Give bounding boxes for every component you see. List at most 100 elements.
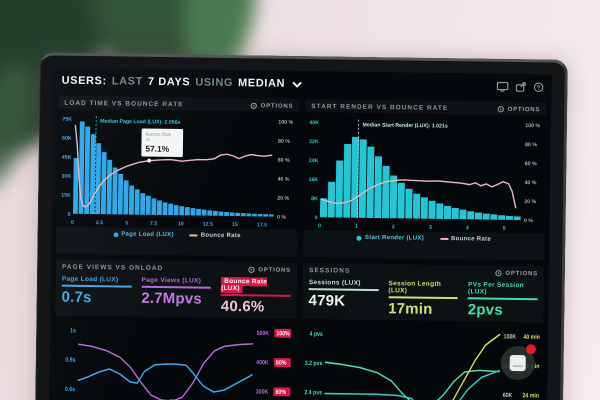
metric-label: PVs Per Session (LUX) xyxy=(468,281,525,296)
monitor-icon[interactable] xyxy=(496,81,509,92)
metric-value: 0.7s xyxy=(61,288,92,307)
metrics-row: Sessions (LUX) 479K Session Length (LUX)… xyxy=(302,276,544,322)
svg-text:4: 4 xyxy=(466,225,469,231)
gear-icon xyxy=(495,270,502,277)
svg-text:45K: 45K xyxy=(62,155,72,161)
panel-page-views-vs-onload: PAGE VIEWS VS ONLOAD OPTIONS Page Load (… xyxy=(53,259,298,400)
svg-text:0.6s: 0.6s xyxy=(65,387,75,394)
metric-pvs-per-session[interactable]: PVs Per Session (LUX) 2pvs xyxy=(468,281,538,320)
svg-text:300K: 300K xyxy=(256,389,269,396)
header-users-label: USERS: xyxy=(61,74,107,88)
metric-label: Page Load (LUX) xyxy=(61,275,119,284)
metric-session-length[interactable]: Session Length (LUX) 17min xyxy=(388,280,459,319)
options-button[interactable]: OPTIONS xyxy=(251,102,294,110)
legend-bounce-rate[interactable]: Bounce Rate xyxy=(439,236,491,243)
start-render-chart[interactable]: 40K 32K 24K 16K 8K 0 100 % 80 % 60 % 40 % 20 % 0 % 0… xyxy=(303,112,547,234)
metric-value: 479K xyxy=(308,292,346,310)
svg-text:100 %: 100 % xyxy=(525,123,540,129)
svg-text:12.5: 12.5 xyxy=(203,222,213,228)
svg-text:1s: 1s xyxy=(70,328,76,335)
svg-text:500K: 500K xyxy=(257,331,270,338)
panel-grid: LOAD TIME VS BOUNCE RATE OPTIONS 75K 60K 4… xyxy=(49,94,552,400)
svg-text:60 %: 60 % xyxy=(278,158,290,164)
help-icon[interactable]: ? xyxy=(533,82,544,92)
metric-label: Bounce Rate (LUX) xyxy=(221,276,268,294)
legend-page-load[interactable]: Page Load (LUX) xyxy=(113,231,174,238)
svg-text:5: 5 xyxy=(503,226,506,232)
svg-text:400K: 400K xyxy=(256,360,269,367)
gear-icon xyxy=(498,106,505,113)
legend-bounce-rate[interactable]: Bounce Rate xyxy=(189,232,241,239)
svg-text:15K: 15K xyxy=(61,193,71,199)
options-button[interactable]: OPTIONS xyxy=(498,106,541,114)
metric-label: Page Views (LUX) xyxy=(141,276,202,285)
metric-value: 2pvs xyxy=(467,301,503,319)
metric-bounce-rate[interactable]: Bounce Rate (LUX) 40.6% xyxy=(221,276,291,317)
svg-text:20 %: 20 % xyxy=(277,196,289,202)
svg-text:100 %: 100 % xyxy=(278,120,293,126)
svg-text:0.8s: 0.8s xyxy=(65,357,75,364)
svg-text:30K: 30K xyxy=(61,174,71,180)
dashboard-header: USERS: LAST 7 DAYS USING MEDIAN xyxy=(53,68,551,101)
load-time-chart[interactable]: 75K 60K 45K 30K 15K 0 100 % 80 % 60 % 40 % 20 % 0 %… xyxy=(56,108,300,230)
svg-text:2.5: 2.5 xyxy=(96,220,103,226)
svg-text:3.2 pvs: 3.2 pvs xyxy=(305,361,323,368)
svg-text:0: 0 xyxy=(71,220,74,226)
options-button[interactable]: OPTIONS xyxy=(248,266,291,274)
svg-text:Median Start Render (LUX): 1.0: Median Start Render (LUX): 1.021s xyxy=(362,122,447,129)
notification-badge xyxy=(525,344,536,355)
svg-text:2.4 pvs: 2.4 pvs xyxy=(304,390,322,397)
svg-text:40 %: 40 % xyxy=(277,177,289,183)
svg-text:?: ? xyxy=(537,85,541,91)
panel-title: PAGE VIEWS VS ONLOAD xyxy=(61,263,164,273)
gear-icon xyxy=(251,102,258,109)
chart-legend: Start Render (LUX) Bounce Rate xyxy=(303,230,544,247)
svg-text:60K: 60K xyxy=(503,393,513,400)
svg-text:16K: 16K xyxy=(308,177,318,183)
share-icon[interactable] xyxy=(515,82,527,92)
svg-text:57.1%: 57.1% xyxy=(145,144,169,154)
header-range-value[interactable]: 7 DAYS xyxy=(147,75,191,89)
svg-text:60%: 60% xyxy=(275,389,286,396)
svg-text:32K: 32K xyxy=(309,139,319,145)
svg-text:8K: 8K xyxy=(311,196,318,202)
svg-text:7.5: 7.5 xyxy=(150,221,157,227)
metrics-row: Page Load (LUX) 0.7s Page Views (LUX) 2.… xyxy=(55,273,297,319)
metric-page-load[interactable]: Page Load (LUX) 0.7s xyxy=(61,275,132,315)
panel-sessions: SESSIONS OPTIONS Sessions (LUX) 4 xyxy=(300,263,545,400)
metric-value: 17min xyxy=(388,300,433,318)
header-metric-value[interactable]: MEDIAN xyxy=(238,77,286,90)
panel-title: LOAD TIME VS BOUNCE RATE xyxy=(64,99,184,109)
metric-sessions[interactable]: Sessions (LUX) 479K xyxy=(308,279,379,318)
svg-text:80 %: 80 % xyxy=(278,139,290,145)
options-label: OPTIONS xyxy=(258,266,292,274)
page-views-onload-chart[interactable]: 1s500K100%0.8s400K80%0.6s300K60%0.4s200K… xyxy=(53,315,297,400)
svg-text:75K: 75K xyxy=(62,117,72,123)
svg-text:0: 0 xyxy=(315,215,318,221)
options-label: OPTIONS xyxy=(505,270,539,277)
laptop: USERS: LAST 7 DAYS USING MEDIAN xyxy=(34,52,568,400)
svg-text:2: 2 xyxy=(392,224,395,230)
header-last-label: LAST xyxy=(111,75,144,88)
options-button[interactable]: OPTIONS xyxy=(495,270,538,278)
metric-value: 2.7Mpvs xyxy=(141,289,202,308)
svg-text:100%: 100% xyxy=(276,331,289,338)
svg-text:100K: 100K xyxy=(504,334,517,341)
svg-text:3: 3 xyxy=(429,225,432,231)
chart-legend: Page Load (LUX) Bounce Rate xyxy=(56,227,297,244)
svg-text:0 %: 0 % xyxy=(277,215,286,221)
svg-text:60 %: 60 % xyxy=(525,161,537,167)
chevron-down-icon[interactable] xyxy=(292,80,303,88)
svg-text:10: 10 xyxy=(178,221,184,227)
panel-title: START RENDER VS BOUNCE RATE xyxy=(311,103,449,113)
panel-start-render-vs-bounce: START RENDER VS BOUNCE RATE OPTIONS 40K 3… xyxy=(303,99,547,261)
note-icon xyxy=(509,354,526,372)
svg-text:40K: 40K xyxy=(309,120,319,126)
svg-text:1: 1 xyxy=(355,224,358,230)
legend-start-render[interactable]: Start Render (LUX) xyxy=(356,235,424,242)
svg-text:80 %: 80 % xyxy=(525,142,537,148)
svg-text:80%: 80% xyxy=(276,360,287,367)
metric-page-views[interactable]: Page Views (LUX) 2.7Mpvs xyxy=(141,276,212,316)
dashboard-screen: USERS: LAST 7 DAYS USING MEDIAN xyxy=(48,67,552,400)
